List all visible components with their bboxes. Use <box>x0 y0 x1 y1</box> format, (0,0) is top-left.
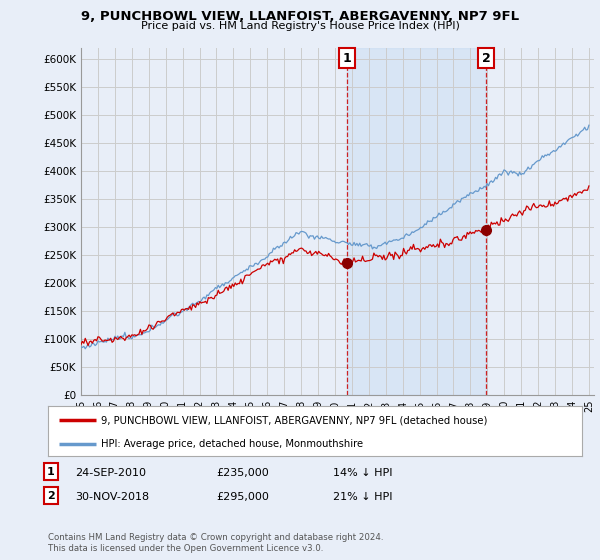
Text: 9, PUNCHBOWL VIEW, LLANFOIST, ABERGAVENNY, NP7 9FL: 9, PUNCHBOWL VIEW, LLANFOIST, ABERGAVENN… <box>81 10 519 23</box>
Text: 1: 1 <box>343 52 352 64</box>
Text: 2: 2 <box>47 491 55 501</box>
Text: 9, PUNCHBOWL VIEW, LLANFOIST, ABERGAVENNY, NP7 9FL (detached house): 9, PUNCHBOWL VIEW, LLANFOIST, ABERGAVENN… <box>101 415 488 425</box>
Text: £295,000: £295,000 <box>216 492 269 502</box>
Text: Price paid vs. HM Land Registry's House Price Index (HPI): Price paid vs. HM Land Registry's House … <box>140 21 460 31</box>
Text: 2: 2 <box>482 52 490 64</box>
Text: HPI: Average price, detached house, Monmouthshire: HPI: Average price, detached house, Monm… <box>101 439 364 449</box>
Text: 14% ↓ HPI: 14% ↓ HPI <box>333 468 392 478</box>
Text: £235,000: £235,000 <box>216 468 269 478</box>
Text: Contains HM Land Registry data © Crown copyright and database right 2024.
This d: Contains HM Land Registry data © Crown c… <box>48 533 383 553</box>
Text: 1: 1 <box>47 466 55 477</box>
Bar <box>347 48 486 395</box>
Text: 30-NOV-2018: 30-NOV-2018 <box>75 492 149 502</box>
Text: 21% ↓ HPI: 21% ↓ HPI <box>333 492 392 502</box>
Text: 24-SEP-2010: 24-SEP-2010 <box>75 468 146 478</box>
